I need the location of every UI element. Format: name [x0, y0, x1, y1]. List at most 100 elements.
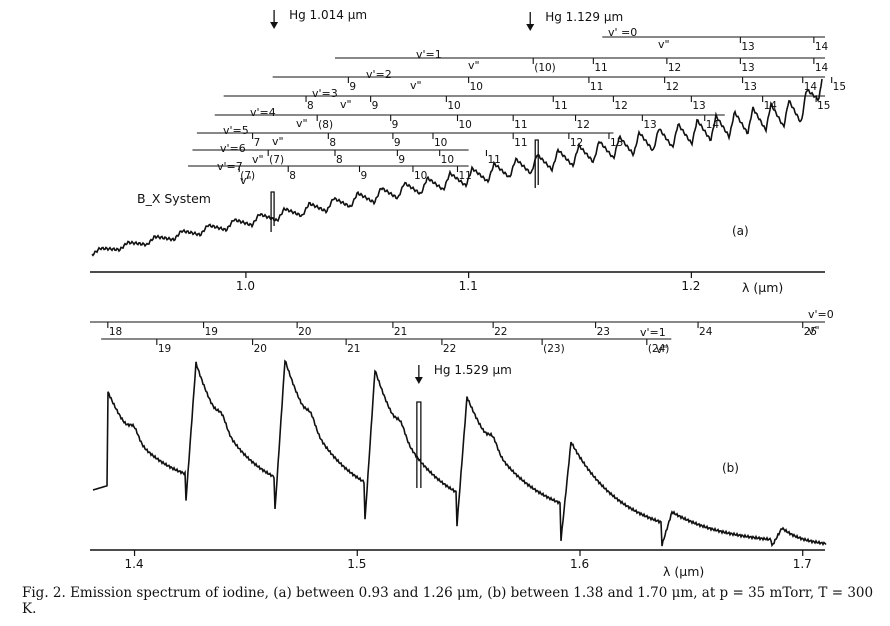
hg-label-a: Hg 1.129 μm: [545, 10, 623, 24]
band-mark-label-b: 20: [254, 343, 267, 355]
band-mark-label-a: 9: [398, 154, 405, 166]
band-row-label-a: v'=4: [250, 106, 276, 119]
band-mark-label-a: 10: [434, 137, 447, 149]
band-mark-label-a: 8: [307, 100, 314, 112]
hg-peak-a2: [534, 139, 539, 188]
band-mark-label-a: (7): [269, 154, 284, 166]
band-mark-label-a: 15: [833, 81, 846, 93]
band-mark-label-b: 25: [804, 326, 817, 338]
band-mark-label-a: 8: [289, 170, 296, 182]
system-label: B_X System: [137, 191, 211, 206]
band-mark-label-a: 13: [741, 41, 754, 53]
band-mark-label-a: 13: [610, 137, 623, 149]
x-tick-label-a: 1.2: [681, 279, 700, 293]
band-mark-label-a: 15: [817, 100, 830, 112]
band-row-sublabel-b: v": [656, 343, 668, 356]
band-mark-label-a: 11: [514, 119, 527, 131]
band-mark-label-a: 13: [643, 119, 656, 131]
band-row-sublabel-a: v": [468, 59, 480, 72]
band-mark-label-b: 24: [699, 326, 713, 338]
band-mark-label-b: 21: [347, 343, 360, 355]
band-mark-label-a: 14: [804, 81, 818, 93]
band-mark-label-b: (23): [543, 343, 565, 355]
band-row-sublabel-a: v": [296, 117, 308, 130]
hg-label-b: Hg 1.529 μm: [434, 363, 512, 377]
band-mark-label-a: 10: [441, 154, 454, 166]
band-mark-label-a: 14: [706, 119, 720, 131]
band-mark-label-a: 13: [741, 62, 754, 74]
band-row-label-a: v'=6: [220, 142, 246, 155]
x-tick-label-b: 1.6: [570, 557, 589, 571]
band-mark-label-a: 11: [514, 137, 527, 149]
band-mark-label-a: 11: [590, 81, 603, 93]
band-mark-label-a: 10: [470, 81, 483, 93]
band-mark-label-a: 9: [394, 137, 401, 149]
band-mark-label-a: 14: [815, 62, 829, 74]
spectrum-trace-a: [91, 78, 823, 257]
band-mark-label-a: 11: [594, 62, 607, 74]
x-axis-label-b: λ (μm): [663, 564, 704, 579]
band-row-label-a: v'=2: [366, 68, 392, 81]
band-mark-label-a: 10: [459, 119, 472, 131]
x-tick-label-b: 1.4: [125, 557, 144, 571]
x-tick-label-b: 1.7: [793, 557, 812, 571]
x-tick-label-a: 1.0: [236, 279, 255, 293]
band-mark-label-a: 7: [254, 137, 261, 149]
band-mark-label-a: 8: [329, 137, 336, 149]
band-mark-label-a: (7): [240, 170, 255, 182]
hg-peak-b: [416, 401, 422, 488]
band-mark-label-a: 13: [692, 100, 705, 112]
band-mark-label-a: (10): [534, 62, 556, 74]
band-mark-label-b: 22: [443, 343, 456, 355]
band-row-label-b: v'=0: [808, 308, 834, 321]
band-mark-label-a: 12: [577, 119, 590, 131]
band-mark-label-a: 8: [336, 154, 343, 166]
band-row-label-a: v'=7: [217, 160, 243, 173]
band-row-sublabel-a: v": [340, 98, 352, 111]
x-tick-label-a: 1.1: [459, 279, 478, 293]
band-mark-label-a: 10: [447, 100, 460, 112]
band-mark-label-b: 19: [205, 326, 218, 338]
hg-peak-a1: [270, 191, 275, 232]
band-mark-label-a: 10: [414, 170, 427, 182]
band-row-label-a: v' =0: [608, 26, 637, 39]
band-row-label-a: v'=3: [312, 87, 338, 100]
band-mark-label-a: 9: [372, 100, 379, 112]
band-mark-label-b: 19: [158, 343, 171, 355]
spectrum-trace-b: [92, 359, 827, 548]
hg-label-a: Hg 1.014 μm: [289, 8, 367, 22]
band-row-label-b: v'=1: [640, 326, 666, 339]
band-mark-label-a: 9: [361, 170, 368, 182]
panel-a: 1.0 1.1 1.2 λ (μm)13 14v' =0v"(10) 11 12 13 14v'…: [90, 8, 846, 295]
band-mark-label-b: 20: [298, 326, 311, 338]
band-row-label-a: v'=1: [416, 48, 442, 61]
band-mark-label-b: 23: [597, 326, 610, 338]
band-mark-label-a: 14: [815, 41, 829, 53]
band-mark-label-b: 21: [394, 326, 407, 338]
band-row-sublabel-b: v": [808, 324, 820, 337]
band-row-sublabel-a: v": [410, 79, 422, 92]
hg-arrowhead-b: [414, 377, 423, 384]
band-mark-label-a: 11: [487, 154, 500, 166]
band-mark-label-a: 11: [554, 100, 567, 112]
panel-label-b: (b): [722, 461, 739, 475]
x-tick-label-b: 1.5: [347, 557, 366, 571]
band-mark-label-a: (8): [318, 119, 333, 131]
band-row-sublabel-a: v": [240, 174, 252, 187]
band-mark-label-b: 22: [494, 326, 507, 338]
figure-caption: Fig. 2. Emission spectrum of iodine, (a)…: [22, 585, 874, 617]
panel-label-a: (a): [732, 224, 749, 238]
band-mark-label-a: 12: [666, 81, 679, 93]
hg-arrowhead-a: [526, 24, 535, 31]
band-row-label-a: v'=5: [223, 124, 249, 137]
band-mark-label-a: 9: [349, 81, 356, 93]
band-mark-label-b: (24): [648, 343, 670, 355]
band-mark-label-b: 18: [109, 326, 122, 338]
band-row-sublabel-a: v": [272, 135, 284, 148]
band-mark-label-a: 9: [392, 119, 399, 131]
band-mark-label-a: 13: [744, 81, 757, 93]
x-axis-label-a: λ (μm): [742, 280, 783, 295]
band-row-sublabel-a: v": [658, 38, 670, 51]
band-mark-label-a: 12: [668, 62, 681, 74]
